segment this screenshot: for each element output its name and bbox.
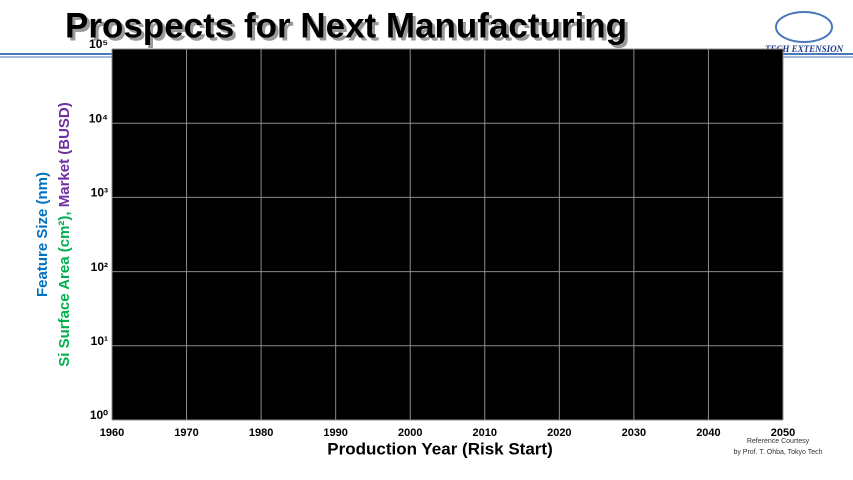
y-axis-title: Feature Size (nm) xyxy=(34,172,51,297)
title-shadow: Prospects for Next Manufacturing xyxy=(68,9,630,48)
logo-text: TECH EXTENSION xyxy=(765,44,844,54)
title: Prospects for Next Manufacturing xyxy=(65,6,627,45)
y-tick-label: 10⁵ xyxy=(89,37,108,51)
y-tick-label: 10⁰ xyxy=(90,408,108,422)
x-tick-label: 2030 xyxy=(622,427,646,439)
y-tick-label: 10¹ xyxy=(91,334,108,348)
x-tick-label: 2040 xyxy=(696,427,720,439)
y-axis-title-part: Feature Size (nm) xyxy=(34,172,51,297)
logo-ring xyxy=(775,11,833,43)
x-tick-label: 2000 xyxy=(398,427,422,439)
y-tick-label: 10² xyxy=(91,260,108,274)
x-tick-label: 2020 xyxy=(547,427,571,439)
note: Reference Courtesy xyxy=(747,438,810,445)
x-tick-label: 1970 xyxy=(174,427,198,439)
x-tick-label: 1990 xyxy=(323,427,347,439)
y-axis-title: Si Surface Area (cm²), Market (BUSD) xyxy=(56,102,73,367)
x-axis-title: Production Year (Risk Start) xyxy=(327,439,552,458)
x-tick-label: 1980 xyxy=(249,427,273,439)
x-tick-label: 2010 xyxy=(473,427,497,439)
y-tick-label: 10³ xyxy=(91,186,108,200)
plot-area xyxy=(112,49,783,420)
note: by Prof. T. Ohba, Tokyo Tech xyxy=(733,449,822,456)
y-tick-label: 10⁴ xyxy=(89,111,108,125)
x-tick-label: 1960 xyxy=(100,427,124,439)
y-axis-title-part: Market (BUSD) xyxy=(56,102,73,207)
x-tick-label: 2050 xyxy=(771,427,795,439)
y-axis-title-part: Si Surface Area (cm²), xyxy=(56,207,73,367)
